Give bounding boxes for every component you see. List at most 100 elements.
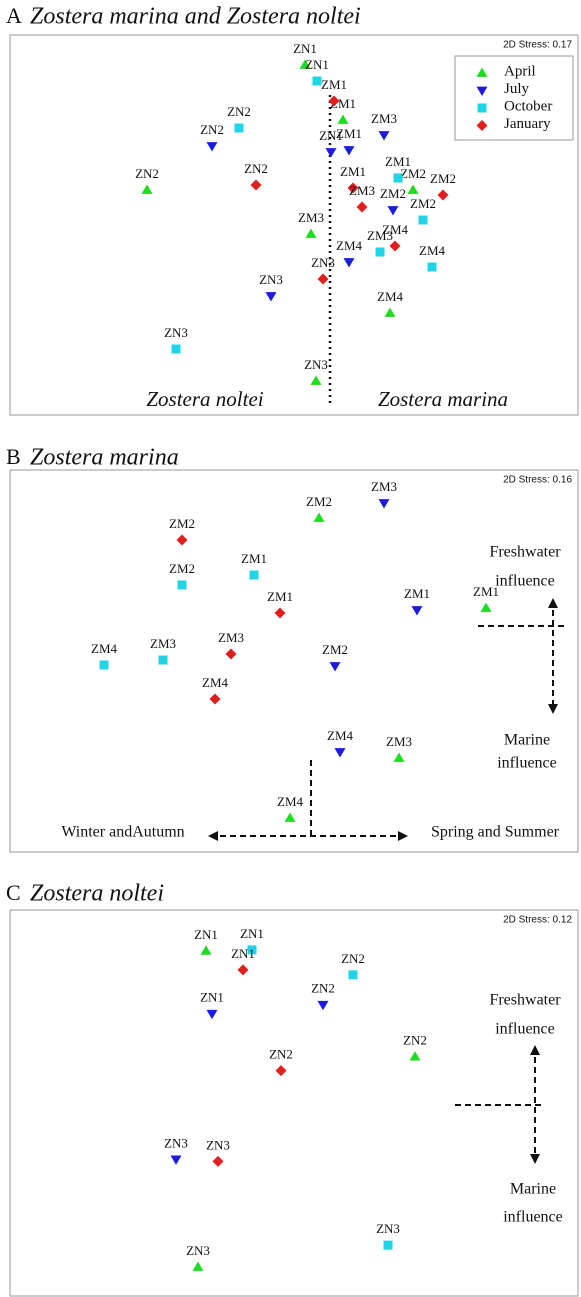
panel-title: Zostera noltei <box>30 881 164 907</box>
point-label: ZM4 <box>91 641 118 656</box>
legend-label: October <box>504 98 552 114</box>
point <box>348 970 358 980</box>
point-label: ZM1 <box>404 586 430 601</box>
point-label: ZM3 <box>371 479 397 494</box>
point <box>206 142 218 152</box>
legend-marker <box>476 86 488 96</box>
legend-marker <box>476 120 488 131</box>
annotation: Zostera noltei <box>146 387 263 411</box>
annotation: influence <box>497 755 557 772</box>
point <box>411 606 423 616</box>
point-label: ZN3 <box>304 357 328 372</box>
point <box>378 131 390 141</box>
point-label: ZN1 <box>319 128 343 143</box>
legend-marker <box>476 67 488 77</box>
point <box>284 812 296 822</box>
point <box>310 375 322 385</box>
point-label: ZM3 <box>218 630 244 645</box>
panel-label: B <box>6 444 21 469</box>
point <box>328 95 340 107</box>
point-label: ZN1 <box>240 926 264 941</box>
panel-title: Zostera marina <box>30 445 179 471</box>
point <box>249 570 259 580</box>
point-label: ZN1 <box>305 57 329 72</box>
point-label: ZM3 <box>386 734 412 749</box>
point <box>265 292 277 302</box>
point <box>356 201 368 213</box>
point-label: ZN2 <box>135 166 159 181</box>
annotation: Spring and Summer <box>431 824 560 841</box>
point-label: ZM3 <box>371 111 397 126</box>
panel-frame <box>9 469 579 853</box>
point <box>212 1155 224 1167</box>
point-label: ZM3 <box>298 210 324 225</box>
point-label: ZM2 <box>410 196 436 211</box>
point-label: ZN2 <box>311 981 335 996</box>
stress-label: 2D Stress: 0.17 <box>503 40 572 51</box>
point <box>177 580 187 590</box>
point <box>375 247 385 257</box>
point <box>329 662 341 672</box>
point <box>337 114 349 124</box>
point <box>407 184 419 194</box>
point <box>275 1065 287 1077</box>
point-label: ZN1 <box>200 990 224 1005</box>
point-label: ZN3 <box>259 272 283 287</box>
legend-label: April <box>504 63 536 79</box>
point-label: ZN2 <box>227 104 251 119</box>
annotation: Marine <box>510 1181 556 1198</box>
annotation: influence <box>503 1209 563 1226</box>
point-label: ZM1 <box>321 77 347 92</box>
point-label: ZM2 <box>380 186 406 201</box>
point-label: ZM4 <box>277 794 304 809</box>
point <box>158 655 168 665</box>
point-label: ZM1 <box>241 551 267 566</box>
point-label: ZM3 <box>367 228 393 243</box>
point <box>274 607 286 619</box>
point <box>389 240 401 252</box>
annotation: Marine <box>504 732 550 749</box>
point <box>170 1155 182 1165</box>
point <box>378 499 390 509</box>
point-label: ZM1 <box>340 164 366 179</box>
point <box>200 945 212 955</box>
point-label: ZM2 <box>169 561 195 576</box>
point-label: ZM1 <box>473 584 499 599</box>
point-label: ZM4 <box>382 222 409 237</box>
point-label: ZN3 <box>376 1221 400 1236</box>
point-label: ZN2 <box>269 1047 293 1062</box>
annotation: influence <box>495 1021 555 1038</box>
point-label: ZN2 <box>200 122 224 137</box>
legend-label: July <box>504 81 530 97</box>
point <box>418 215 428 225</box>
point-label: ZM4 <box>327 728 354 743</box>
point <box>299 59 311 69</box>
point <box>480 602 492 612</box>
point-label: ZM1 <box>267 589 293 604</box>
point <box>317 273 329 285</box>
point <box>209 693 221 705</box>
point-label: ZN2 <box>341 951 365 966</box>
point <box>437 189 449 201</box>
point-label: ZN1 <box>231 946 255 961</box>
point <box>387 206 399 216</box>
point <box>393 173 403 183</box>
point <box>171 344 181 354</box>
point-label: ZM4 <box>419 243 446 258</box>
point-label: ZM2 <box>430 171 456 186</box>
point-label: ZM3 <box>349 183 375 198</box>
point-label: ZN3 <box>311 255 335 270</box>
point <box>325 148 337 158</box>
annotation: Freshwater <box>489 544 561 561</box>
point-label: ZN2 <box>403 1033 427 1048</box>
legend-marker <box>477 103 487 113</box>
panel-title: Zostera marina and Zostera noltei <box>30 4 361 30</box>
point <box>343 146 355 156</box>
point <box>305 228 317 238</box>
point-label: ZN3 <box>186 1243 210 1258</box>
point <box>313 512 325 522</box>
point <box>384 307 396 317</box>
point <box>312 76 322 86</box>
annotation: Winter andAutumn <box>61 824 184 841</box>
